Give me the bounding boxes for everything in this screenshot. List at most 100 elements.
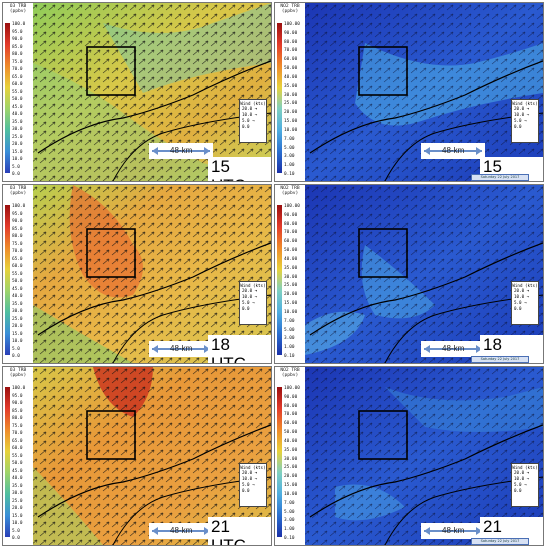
colorbar-tick-label: 45.0 (12, 104, 23, 110)
wind-legend-value: 20.0 (514, 288, 525, 293)
wind-legend-value: 10.0 (242, 112, 253, 117)
colorbar-tick-label: 7.00 (284, 500, 295, 506)
colorbar-tick-label: 60.00 (284, 239, 298, 245)
colorbar-tick-label: 45.0 (12, 468, 23, 474)
colorbar: O3 TRB (ppbv) 100.0 95.0 90.0 85.0 80.0 75.0 7… (3, 3, 33, 181)
colorbar-tick-label: 10.00 (284, 309, 298, 315)
colorbar-tick-label: 55.0 (12, 89, 23, 95)
colorbar-tick-label: 5.0 (12, 164, 20, 170)
colorbar-title: NO2 TRB (ppbv) (280, 4, 300, 14)
colorbar-tick-label: 70.00 (284, 48, 298, 54)
colorbar: NO2 TRB (ppbv) 100.00 90.00 80.00 70.00 60.0… (275, 3, 305, 181)
colorbar-tick-label: 75.0 (12, 241, 23, 247)
colorbar-tick-label: 20.00 (284, 292, 298, 298)
colorbar-tick-label: 3.00 (284, 336, 295, 342)
wind-legend-value: 10.0 (242, 294, 253, 299)
colorbar-tick-label: 80.00 (284, 403, 298, 409)
colorbar-tick-label: 3.00 (284, 154, 295, 160)
colorbar-tick-label: 55.0 (12, 271, 23, 277)
colorbar-tick-label: 50.00 (284, 430, 298, 436)
colorbar-tick-label: 30.0 (12, 491, 23, 496)
colorbar-tick-label: 40.0 (12, 112, 23, 117)
colorbar-tick-label: 100.0 (12, 22, 26, 27)
colorbar-tick-label: 35.0 (12, 483, 23, 489)
colorbar-tick-label: 5.00 (284, 509, 295, 515)
colorbar-tick-label: 90.0 (12, 37, 23, 42)
o3-field-map (33, 3, 271, 181)
wind-legend-value: 5.0 (242, 300, 250, 305)
scale-label: 48-km (170, 344, 193, 353)
colorbar-tick-label: 90.00 (284, 212, 298, 218)
credit-label: Saturday 22 July 2017 (471, 538, 529, 545)
wind-legend-value: 5.0 (514, 482, 522, 487)
colorbar-tick-label: 100.0 (12, 204, 26, 209)
colorbar-tick-label: 20.00 (284, 110, 298, 116)
colorbar-tick-label: 95.0 (12, 29, 23, 35)
colorbar-tick-label: 7.00 (284, 136, 295, 142)
wind-legend-value: 20.0 (514, 106, 525, 111)
colorbar-tick-label: 30.00 (284, 92, 298, 98)
wind-legend-value: 20.0 (242, 288, 253, 293)
colorbar-title: O3 TRB (ppbv) (9, 4, 27, 14)
colorbar-tick-label: 30.00 (284, 274, 298, 280)
colorbar-tick-label: 35.00 (284, 265, 298, 271)
colorbar-tick-label: 0.0 (12, 172, 20, 177)
colorbar-tick-label: 80.0 (12, 52, 23, 57)
colorbar-tick-label: 70.00 (284, 230, 298, 236)
colorbar-tick-label: 30.00 (284, 456, 298, 462)
colorbar-tick-label: 0.0 (12, 536, 20, 541)
wind-legend-value: 0.0 (242, 488, 250, 493)
colorbar-tick-label: 50.0 (12, 97, 23, 102)
colorbar-tick-label: 5.0 (12, 346, 20, 352)
study-area-box (86, 46, 136, 96)
colorbar-tick-label: 70.0 (12, 67, 23, 72)
colorbar-tick-label: 80.00 (284, 39, 298, 45)
map-panel-no2-18utc: NO2 TRB (ppbv) 100.00 90.00 80.00 70.00 60.0… (274, 184, 544, 364)
colorbar-tick-label: 90.0 (12, 219, 23, 224)
colorbar-tick-label: 65.0 (12, 74, 23, 80)
colorbar-tick-label: 40.0 (12, 476, 23, 481)
colorbar-tick-label: 100.00 (284, 22, 300, 27)
scale-bar: 48-km (149, 143, 213, 159)
no2-field-map (305, 185, 543, 363)
credit-label: Saturday 22 July 2017 (471, 174, 529, 181)
o3-field-map (33, 367, 271, 545)
colorbar-tick-label: 65.0 (12, 438, 23, 444)
wind-legend-title: Wind (kts) (240, 101, 266, 106)
colorbar-tick-label: 45.0 (12, 286, 23, 292)
credit-label: Saturday 22 July 2017 (471, 356, 529, 363)
colorbar-tick-label: 90.0 (12, 401, 23, 406)
colorbar-tick-label: 40.00 (284, 256, 298, 262)
colorbar-tick-label: 100.00 (284, 386, 300, 391)
no2-field-map (305, 367, 543, 545)
colorbar-tick-label: 50.0 (12, 461, 23, 466)
colorbar-tick-label: 40.00 (284, 438, 298, 444)
scale-label: 48-km (170, 146, 193, 155)
colorbar-tick-label: 60.0 (12, 264, 23, 269)
colorbar-tick-label: 70.0 (12, 431, 23, 436)
colorbar-tick-label: 30.0 (12, 309, 23, 314)
map-panel-o3-18utc: O3 TRB (ppbv) 100.0 95.0 90.0 85.0 80.0 75.0 7… (2, 184, 272, 364)
wind-legend-value: 5.0 (514, 118, 522, 123)
colorbar-tick-label: 25.0 (12, 498, 23, 504)
o3-field-map (33, 185, 271, 363)
scale-label: 48-km (442, 146, 465, 155)
wind-legend-value: 20.0 (242, 470, 253, 475)
map-panel-o3-15utc: O3 TRB (ppbv) 100.0 95.0 90.0 85.0 80.0 75.0 7… (2, 2, 272, 182)
colorbar-tick-label: 1.00 (284, 163, 295, 169)
colorbar-tick-label: 95.0 (12, 211, 23, 217)
colorbar-title: O3 TRB (ppbv) (9, 186, 27, 196)
wind-legend-value: 0.0 (514, 124, 522, 129)
study-area-box (86, 228, 136, 278)
colorbar-tick-label: 50.0 (12, 279, 23, 284)
colorbar-tick-label: 10.0 (12, 339, 23, 344)
colorbar-tick-label: 15.0 (12, 331, 23, 337)
scale-label: 48-km (170, 526, 193, 535)
colorbar-tick-label: 100.0 (12, 386, 26, 391)
wind-legend: Wind (kts) 20.0 ➜ 10.0 → 5.0 → 0.0 (511, 463, 539, 507)
colorbar-tick-label: 0.0 (12, 354, 20, 359)
colorbar-tick-label: 90.00 (284, 394, 298, 400)
wind-legend: Wind (kts) 20.0 ➜ 10.0 → 5.0 → 0.0 (239, 463, 267, 507)
wind-legend-title: Wind (kts) (512, 101, 538, 106)
colorbar-tick-label: 20.00 (284, 474, 298, 480)
